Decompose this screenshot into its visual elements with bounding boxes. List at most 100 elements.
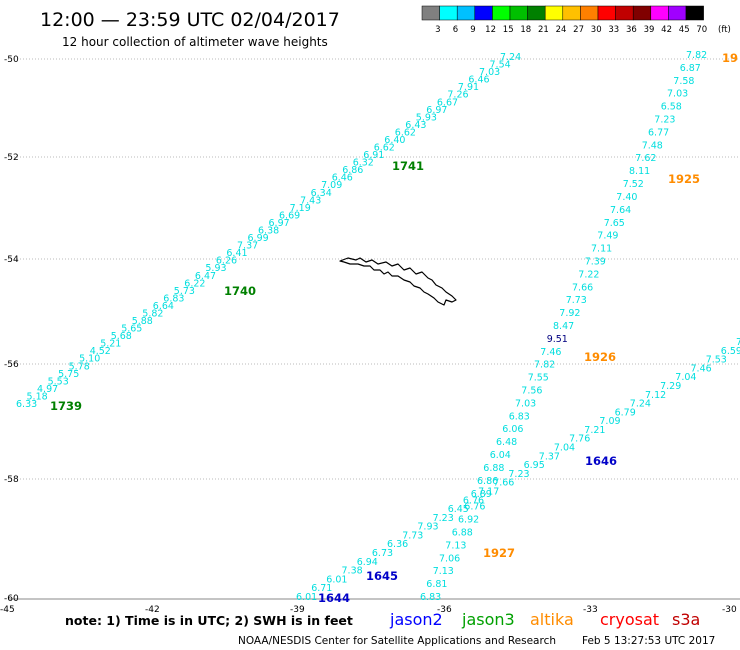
wave-height-value: 6.88 (452, 528, 473, 539)
color-scale-label: 6 (453, 25, 458, 35)
wave-height-value: 7.92 (559, 308, 580, 319)
wave-height-value: 7.23 (508, 469, 529, 480)
color-scale-label: 9 (470, 25, 475, 35)
wave-height-value: 7.93 (417, 522, 438, 533)
footer-credit: NOAA/NESDIS Center for Satellite Applica… (238, 635, 556, 647)
wave-height-value: 7.58 (673, 76, 694, 87)
wave-height-value: 8.11 (629, 166, 650, 177)
wave-height-value: 6.26 (216, 256, 237, 267)
south-georgia-coastline (339, 257, 457, 306)
pass-time-label: 1741 (392, 159, 424, 173)
wave-height-value: 7.46 (540, 347, 561, 358)
color-scale-label: 27 (573, 25, 584, 35)
wave-height-value: 7.13 (433, 566, 454, 577)
lon-label: -33 (583, 605, 598, 615)
wave-height-value: 7.04 (675, 372, 696, 383)
wave-height-value: 6.76 (463, 495, 484, 506)
color-scale-label: 21 (538, 25, 549, 35)
wave-height-value: 7.76 (569, 434, 590, 445)
wave-height-value: 6.83 (509, 411, 530, 422)
wave-height-value: 7.54 (490, 60, 511, 71)
color-swatch (421, 5, 440, 21)
color-scale-label: 3 (435, 25, 440, 35)
wave-height-value: 7.62 (635, 153, 656, 164)
color-scale-label: 33 (608, 25, 619, 35)
pass-time-label: 1739 (50, 399, 82, 413)
wave-height-value: 6.45 (448, 504, 469, 515)
color-scale-label: 45 (679, 25, 690, 35)
color-swatch (597, 5, 616, 21)
wave-height-value: 7.03 (479, 67, 500, 78)
legend-jason3: jason3 (461, 610, 515, 629)
wave-height-value: 6.92 (458, 515, 479, 526)
wave-height-value: 7.06 (439, 553, 460, 564)
wave-height-value: 6.69 (279, 210, 300, 221)
pass-time-label: 1646 (585, 454, 617, 468)
wave-height-value: 5.78 (69, 361, 90, 372)
wave-height-value: 7.13 (445, 540, 466, 551)
wave-height-value: 6.86 (342, 165, 363, 176)
wave-height-value: 5.88 (132, 316, 153, 327)
color-swatch (474, 5, 493, 21)
wave-height-value: 5.18 (27, 392, 48, 403)
legend-altika: altika (530, 610, 574, 629)
wave-height-value: 4.97 (37, 384, 58, 395)
wave-height-value: 5.82 (142, 309, 163, 320)
wave-height-value: 5.65 (121, 324, 142, 335)
wave-height-value: 7.56 (521, 386, 542, 397)
color-swatch (492, 5, 511, 21)
wave-height-value: 7.82 (686, 50, 707, 61)
wave-height-value: 6.99 (248, 233, 269, 244)
wave-height-value: 8.47 (553, 321, 574, 332)
wave-height-value: 7.24 (500, 52, 521, 63)
wave-height-value: 6.62 (395, 127, 416, 138)
color-scale-label: 30 (591, 25, 602, 35)
wave-height-value: 7.22 (578, 269, 599, 280)
lat-label: -54 (4, 255, 19, 265)
color-swatch (685, 5, 704, 21)
wave-height-value: 5.53 (48, 376, 69, 387)
pass-time-label: 1926 (584, 350, 616, 364)
lon-label: -36 (437, 605, 452, 615)
wave-height-value: 6.81 (426, 579, 447, 590)
color-scale-label: 12 (485, 25, 496, 35)
color-swatch (456, 5, 476, 21)
wave-height-value: 6.34 (311, 188, 332, 199)
footer-note: note: 1) Time is in UTC; 2) SWH is in fe… (65, 613, 353, 628)
lat-label: -56 (4, 360, 19, 370)
legend-jason2: jason2 (389, 610, 443, 629)
wave-height-value: 7.23 (433, 513, 454, 524)
pass-time-label: 1740 (224, 284, 256, 298)
wave-height-value: 7.12 (645, 390, 666, 401)
color-swatch (527, 5, 546, 21)
wave-height-value: 6.67 (437, 97, 458, 108)
wave-height-value: 7.04 (554, 443, 575, 454)
color-swatch (650, 5, 669, 21)
wave-height-value: 7.66 (493, 478, 514, 489)
map-frame (8, 58, 740, 600)
color-swatch (544, 5, 564, 21)
wave-height-value: 6.22 (184, 278, 205, 289)
wave-height-value: 7.03 (515, 398, 536, 409)
wave-height-value: 6.48 (496, 437, 517, 448)
wave-height-value: 6.47 (195, 271, 216, 282)
wave-height-value: 6.62 (374, 143, 395, 154)
wave-height-value: 7.37 (237, 241, 258, 252)
wave-height-value: 6.86 (477, 476, 498, 487)
track-1: 7.826.877.587.036.587.236.777.487.628.11… (420, 50, 738, 603)
wave-height-value: 7.26 (447, 90, 468, 101)
wave-height-value: 6.95 (524, 460, 545, 471)
footer-timestamp: Feb 5 13:27:53 UTC 2017 (582, 635, 715, 647)
color-scale-label: 39 (644, 25, 655, 35)
wave-height-value: 7.43 (300, 195, 321, 206)
wave-height-value: 6.94 (357, 557, 378, 568)
map-subtitle: 12 hour collection of altimeter wave hei… (62, 35, 328, 49)
wave-height-value: 6.89 (471, 489, 492, 500)
lat-label: -50 (4, 55, 19, 65)
color-swatch (509, 5, 528, 21)
color-scale-label: 24 (556, 25, 567, 35)
color-scale-label: 42 (661, 25, 672, 35)
color-swatch (615, 5, 634, 21)
wave-height-value: 7.2 (736, 337, 740, 348)
wave-height-value: 6.88 (483, 463, 504, 474)
